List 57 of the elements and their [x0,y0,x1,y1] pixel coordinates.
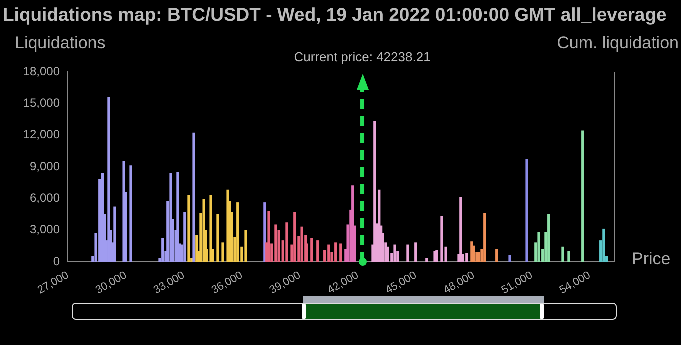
y-tick-label: 9,000 [30,159,60,174]
y-tick-label: 18,000 [23,64,60,78]
bar [460,197,462,262]
bar [310,238,314,262]
x-axis-title: Price [632,250,671,269]
bar [130,166,132,262]
bar [328,244,330,262]
chart-title: Liquidations map: BTC/USDT - Wed, 19 Jan 2022 01:00:00 GMT all_leverage [3,4,667,26]
y-axis-title: Liquidations [15,34,106,53]
bar [426,258,428,262]
bar [268,211,270,262]
bar [472,246,476,262]
bar [386,246,390,262]
bar [562,246,564,262]
bar [216,214,220,262]
bar [316,240,320,262]
bar [114,206,116,262]
bar [508,255,512,262]
bar [188,195,190,262]
bar [300,226,304,262]
bar [484,213,486,262]
bar [414,242,418,262]
bar [582,130,584,262]
bar [236,202,240,262]
bar [202,199,206,262]
bar [440,216,444,262]
y-tick-label: 3,000 [30,222,60,237]
bar [286,222,288,262]
bar [394,244,396,262]
y-tick-label: 0 [53,254,60,268]
bar [170,173,172,262]
bar [340,244,342,262]
bar [568,251,570,262]
bar [210,195,212,262]
bar [548,214,550,262]
bar [496,249,498,262]
bar [244,230,248,262]
bar [334,242,338,262]
bar [406,244,410,262]
y-tick-label: 15,000 [23,96,60,110]
bar [466,253,468,262]
bar [274,224,278,262]
y-tick-label: 6,000 [30,190,60,205]
bar [176,172,180,262]
y2-axis-title: Cum. liquidation [557,34,679,53]
bar [184,212,186,262]
bar [162,238,164,262]
ref-line-label: Current price: 42238.21 [294,50,431,65]
bar [264,202,266,262]
bar [192,132,196,262]
bar [526,159,528,262]
bar [294,212,296,262]
y-tick-label: 12,000 [23,128,60,142]
bar [538,232,540,262]
bar [222,242,224,262]
bar [108,97,110,262]
bar [602,228,606,262]
